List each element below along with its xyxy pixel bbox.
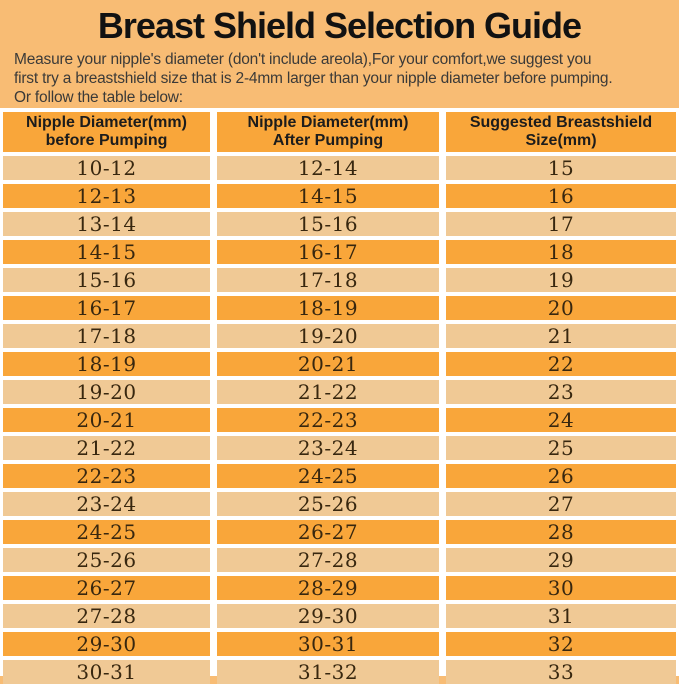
table-cell: 20 bbox=[446, 296, 676, 320]
table-cell: 16-17 bbox=[3, 296, 210, 320]
table-cell: 12-13 bbox=[3, 184, 210, 208]
table-cell: 26 bbox=[446, 464, 676, 488]
table-cell: 19-20 bbox=[217, 324, 439, 348]
table-cell: 30-31 bbox=[217, 632, 439, 656]
table-cell: 22 bbox=[446, 352, 676, 376]
table-cell: 18-19 bbox=[3, 352, 210, 376]
column-header-line: before Pumping bbox=[45, 132, 168, 149]
column-header-line: Suggested Breastshield bbox=[469, 113, 653, 131]
table-cell: 17-18 bbox=[217, 268, 439, 292]
column-header-line: Size(mm) bbox=[525, 132, 597, 149]
table-cell: 25 bbox=[446, 436, 676, 460]
table-cell: 12-14 bbox=[217, 156, 439, 180]
table-cell: 16 bbox=[446, 184, 676, 208]
column-header-before-pumping: Nipple Diameter(mm) before Pumping bbox=[3, 112, 210, 152]
column-header-suggested-size: Suggested Breastshield Size(mm) bbox=[446, 112, 676, 152]
table-cell: 27 bbox=[446, 492, 676, 516]
intro-line-1: Measure your nipple's diameter (don't in… bbox=[14, 51, 592, 68]
table-cell: 13-14 bbox=[3, 212, 210, 236]
table-cell: 24 bbox=[446, 408, 676, 432]
table-cell: 20-21 bbox=[217, 352, 439, 376]
table-cell: 15-16 bbox=[217, 212, 439, 236]
table-cell: 27-28 bbox=[217, 548, 439, 572]
table-cell: 28 bbox=[446, 520, 676, 544]
table-cell: 23-24 bbox=[217, 436, 439, 460]
table-cell: 32 bbox=[446, 632, 676, 656]
selection-table-grid: Nipple Diameter(mm) before Pumping Nippl… bbox=[3, 112, 676, 684]
intro-line-3: Or follow the table below: bbox=[14, 89, 183, 106]
intro-line-2: first try a breastshield size that is 2-… bbox=[14, 70, 613, 87]
column-header-line: After Pumping bbox=[272, 132, 384, 149]
intro-text: Measure your nipple's diameter (don't in… bbox=[14, 50, 671, 107]
table-cell: 20-21 bbox=[3, 408, 210, 432]
table-cell: 19-20 bbox=[3, 380, 210, 404]
table-cell: 29 bbox=[446, 548, 676, 572]
table-cell: 24-25 bbox=[217, 464, 439, 488]
column-header-after-pumping: Nipple Diameter(mm) After Pumping bbox=[217, 112, 439, 152]
table-cell: 26-27 bbox=[3, 576, 210, 600]
table-cell: 19 bbox=[446, 268, 676, 292]
table-cell: 22-23 bbox=[217, 408, 439, 432]
table-cell: 17-18 bbox=[3, 324, 210, 348]
column-header-line: Nipple Diameter(mm) bbox=[26, 113, 187, 131]
table-cell: 24-25 bbox=[3, 520, 210, 544]
table-cell: 33 bbox=[446, 660, 676, 684]
table-cell: 15 bbox=[446, 156, 676, 180]
table-cell: 18 bbox=[446, 240, 676, 264]
table-cell: 30-31 bbox=[3, 660, 210, 684]
table-cell: 17 bbox=[446, 212, 676, 236]
table-cell: 21 bbox=[446, 324, 676, 348]
table-cell: 31-32 bbox=[217, 660, 439, 684]
table-cell: 10-12 bbox=[3, 156, 210, 180]
table-cell: 23-24 bbox=[3, 492, 210, 516]
table-cell: 16-17 bbox=[217, 240, 439, 264]
table-cell: 21-22 bbox=[3, 436, 210, 460]
column-header-line: Nipple Diameter(mm) bbox=[247, 113, 409, 131]
page-title: Breast Shield Selection Guide bbox=[97, 5, 582, 46]
table-cell: 29-30 bbox=[217, 604, 439, 628]
table-cell: 22-23 bbox=[3, 464, 210, 488]
table-cell: 27-28 bbox=[3, 604, 210, 628]
table-cell: 25-26 bbox=[217, 492, 439, 516]
table-cell: 30 bbox=[446, 576, 676, 600]
table-cell: 15-16 bbox=[3, 268, 210, 292]
table-cell: 14-15 bbox=[3, 240, 210, 264]
table-cell: 26-27 bbox=[217, 520, 439, 544]
selection-table: Nipple Diameter(mm) before Pumping Nippl… bbox=[0, 108, 679, 684]
table-cell: 14-15 bbox=[217, 184, 439, 208]
table-cell: 29-30 bbox=[3, 632, 210, 656]
table-cell: 31 bbox=[446, 604, 676, 628]
table-cell: 25-26 bbox=[3, 548, 210, 572]
table-cell: 23 bbox=[446, 380, 676, 404]
table-cell: 18-19 bbox=[217, 296, 439, 320]
table-cell: 28-29 bbox=[217, 576, 439, 600]
table-cell: 21-22 bbox=[217, 380, 439, 404]
